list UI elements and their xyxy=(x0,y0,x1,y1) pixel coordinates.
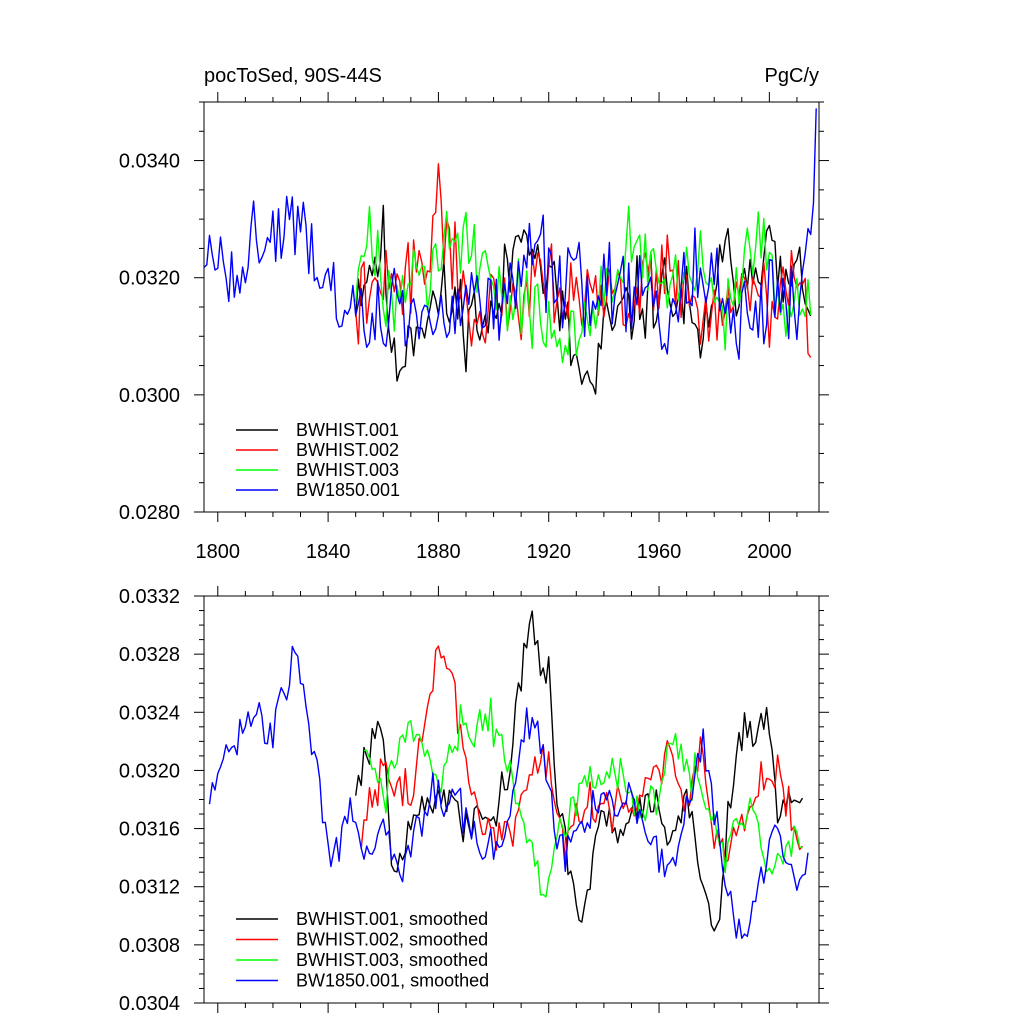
x-tick-label: 1960 xyxy=(637,541,682,563)
x-tick-label: 1800 xyxy=(196,541,241,563)
x-tick-label: 2000 xyxy=(747,541,792,563)
y-tick-label: 0.0312 xyxy=(119,877,180,899)
legend-label-2: BWHIST.003 xyxy=(296,460,399,480)
y-tick-label: 0.0324 xyxy=(119,702,180,724)
y-tick-label: 0.0304 xyxy=(119,993,180,1015)
legend-label-3: BW1850.001 xyxy=(296,480,400,500)
y-tick-label: 0.0316 xyxy=(119,819,180,841)
y-tick-label: 0.0300 xyxy=(119,385,180,407)
legend-label-3: BW1850.001, smoothed xyxy=(296,971,489,991)
legend-label-0: BWHIST.001, smoothed xyxy=(296,909,488,929)
bottom-panel: 0.0304 0.0308 0.0312 0.0316 0.0320 0.0324 0.03… xyxy=(119,586,829,1015)
y-tick-label: 0.0332 xyxy=(119,586,180,608)
x-tick-label: 1880 xyxy=(416,541,461,563)
units-label: PgC/y xyxy=(765,65,819,87)
top-panel: 1800 1840 1880 1920 1960 2000 0.0280 0.0300 0.03… xyxy=(119,65,829,563)
y-tick-label: 0.0340 xyxy=(119,151,180,173)
series-line-2 xyxy=(363,697,803,898)
series-line-1 xyxy=(355,163,812,358)
legend-label-0: BWHIST.001 xyxy=(296,420,399,440)
series-line-3 xyxy=(204,108,817,360)
series-line-0 xyxy=(355,610,804,932)
series-group xyxy=(204,108,817,395)
y-tick-label: 0.0320 xyxy=(119,760,180,782)
series-group xyxy=(208,610,809,939)
legend-label-2: BWHIST.003, smoothed xyxy=(296,950,488,970)
chart-title: pocToSed, 90S-44S xyxy=(204,65,382,87)
x-tick-label: 1920 xyxy=(526,541,571,563)
y-tick-label: 0.0308 xyxy=(119,935,180,957)
y-tick-label: 0.0320 xyxy=(119,268,180,290)
legend-label-1: BWHIST.002, smoothed xyxy=(296,930,488,950)
x-tick-label: 1840 xyxy=(306,541,351,563)
y-tick-label: 0.0280 xyxy=(119,502,180,524)
y-tick-label: 0.0328 xyxy=(119,644,180,666)
legend-label-1: BWHIST.002 xyxy=(296,440,399,460)
series-line-3 xyxy=(208,645,809,939)
